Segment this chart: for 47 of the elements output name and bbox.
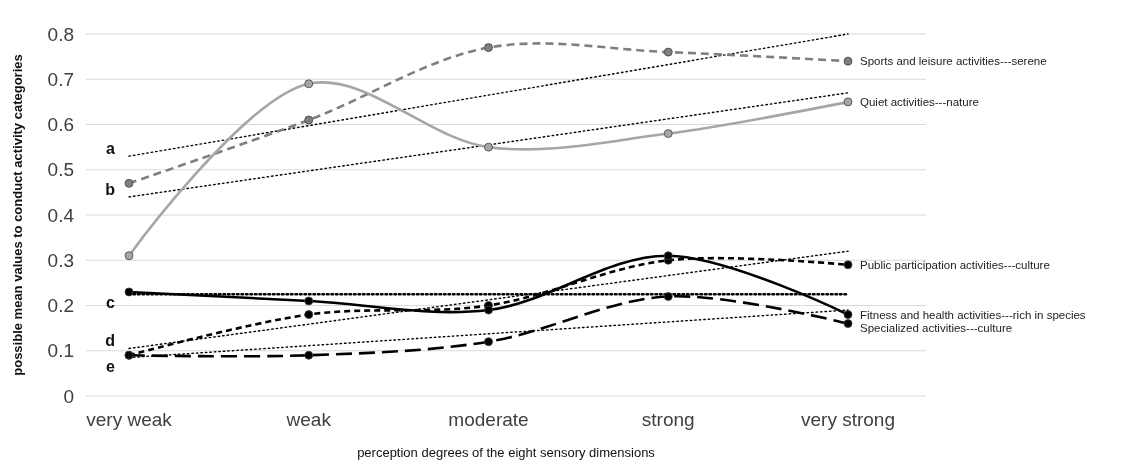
x-axis-title: perception degrees of the eight sensory dimensions	[357, 445, 656, 460]
point	[663, 251, 673, 261]
point	[484, 43, 493, 52]
y-tick-label: 0.2	[47, 295, 74, 317]
point	[484, 337, 493, 347]
point	[484, 305, 493, 315]
point	[304, 115, 314, 125]
point	[124, 178, 134, 188]
point	[124, 287, 134, 297]
series-label: Public participation activities---culture	[860, 258, 1050, 271]
point	[663, 47, 673, 57]
point	[304, 350, 314, 360]
y-tick-label: 0.7	[47, 68, 74, 90]
series-label: Sports and leisure activities---serene	[860, 55, 1047, 68]
point	[304, 79, 314, 89]
y-tick-label: 0.8	[47, 23, 74, 45]
x-tick-label: strong	[641, 409, 695, 430]
point	[843, 310, 853, 319]
x-tick-label: moderate	[448, 409, 529, 430]
x-tick-label: very strong	[801, 409, 895, 430]
point	[304, 296, 314, 306]
x-tick-label: very weak	[86, 409, 173, 430]
series-label: b	[105, 180, 116, 198]
x-tick-label: weak	[285, 409, 332, 430]
point	[843, 319, 853, 328]
series-label: Fitness and health activities---rich in species	[860, 308, 1086, 321]
y-axis-title: possible mean values to conduct activity categories	[10, 54, 25, 376]
point	[843, 260, 853, 270]
point	[663, 292, 673, 301]
series-label: c	[106, 294, 116, 312]
series-label: d	[105, 332, 115, 350]
y-tick-label: 0.1	[47, 340, 74, 362]
y-tick-label: 0.5	[47, 159, 74, 181]
series-label: a	[106, 140, 116, 158]
y-tick-label: 0.3	[47, 249, 74, 271]
point	[843, 56, 853, 66]
y-tick-label: 0.4	[47, 204, 75, 226]
series-label: e	[106, 357, 116, 375]
series-label: Specialized activities---culture	[860, 321, 1013, 334]
point	[663, 129, 673, 138]
point	[124, 251, 134, 261]
y-tick-label: 0	[63, 385, 74, 407]
series-label: Quiet activities---nature	[860, 95, 979, 108]
y-tick-label: 0.6	[47, 114, 74, 136]
point	[843, 97, 853, 107]
point	[484, 142, 493, 152]
point	[304, 310, 314, 319]
